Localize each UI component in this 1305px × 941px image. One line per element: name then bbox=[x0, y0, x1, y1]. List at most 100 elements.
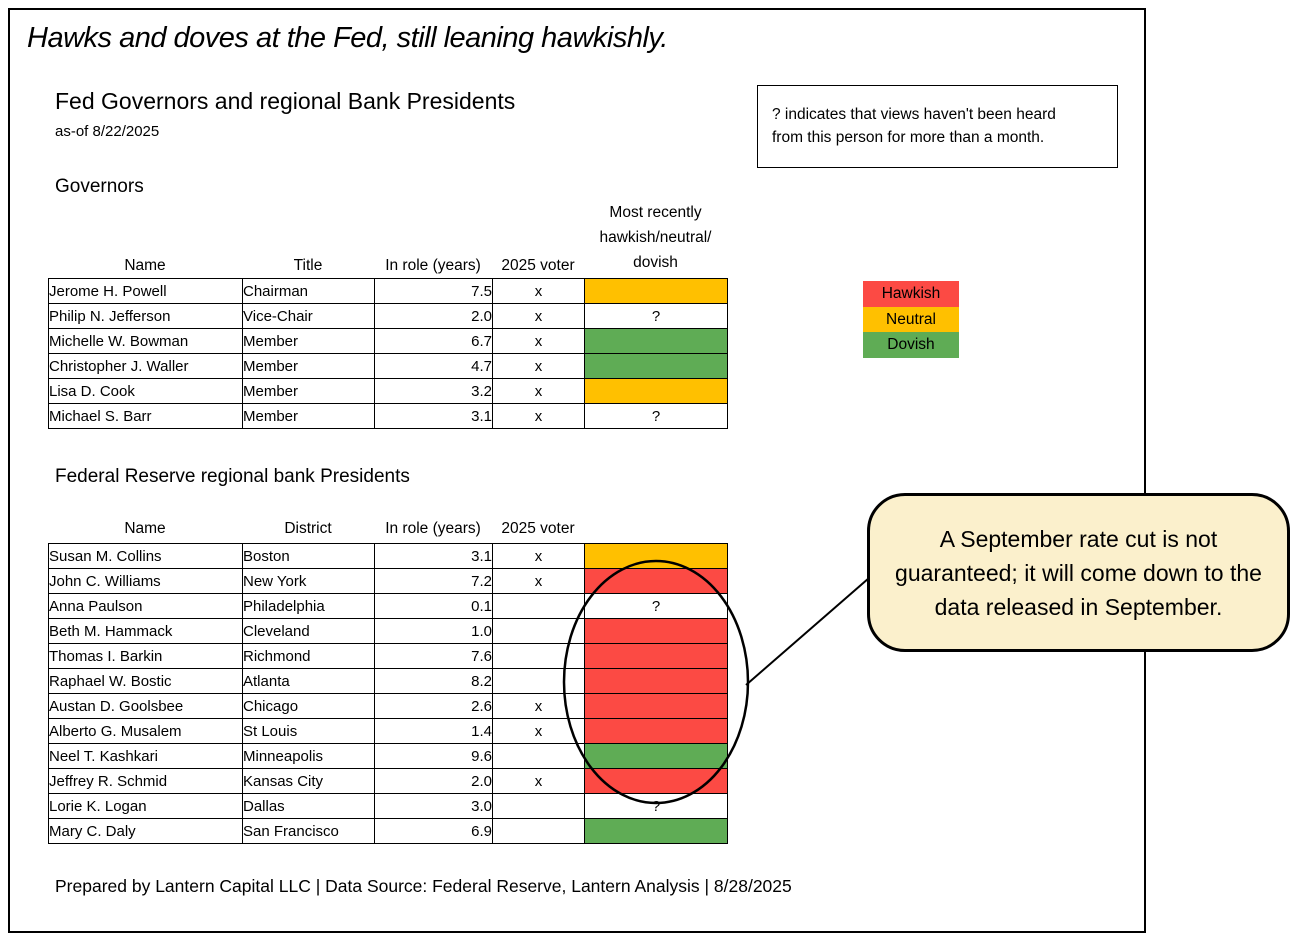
in-role-years: 2.6 bbox=[374, 693, 493, 719]
status-header-line-3: dovish bbox=[633, 254, 678, 271]
in-role-years: 7.6 bbox=[374, 643, 493, 669]
person-title: Member bbox=[242, 378, 375, 404]
voter-mark bbox=[492, 818, 585, 844]
person-name: Lorie K. Logan bbox=[48, 793, 243, 819]
voter-mark bbox=[492, 793, 585, 819]
legend-item-neutral: Neutral bbox=[863, 306, 959, 333]
voter-mark bbox=[492, 743, 585, 769]
voter-mark: x bbox=[492, 328, 585, 354]
in-role-years: 3.1 bbox=[374, 543, 493, 569]
status-cell bbox=[584, 618, 728, 644]
table-row: Austan D. Goolsbee Chicago 2.6 x bbox=[48, 693, 728, 719]
person-name: Neel T. Kashkari bbox=[48, 743, 243, 769]
table-row: Beth M. Hammack Cleveland 1.0 bbox=[48, 618, 728, 644]
table-row: Anna Paulson Philadelphia 0.1 ? bbox=[48, 593, 728, 619]
in-role-years: 3.2 bbox=[374, 378, 493, 404]
district: New York bbox=[242, 568, 375, 594]
voter-mark: x bbox=[492, 303, 585, 329]
voter-mark: x bbox=[492, 543, 585, 569]
presidents-table: Susan M. Collins Boston 3.1 x John C. Wi… bbox=[48, 543, 728, 844]
in-role-years: 2.0 bbox=[374, 303, 493, 329]
in-role-years: 2.0 bbox=[374, 768, 493, 794]
person-name: Jeffrey R. Schmid bbox=[48, 768, 243, 794]
status-cell bbox=[584, 718, 728, 744]
col-header-status: Most recently hawkish/neutral/ dovish bbox=[584, 200, 727, 275]
status-cell bbox=[584, 743, 728, 769]
presidents-table-header: Name District In role (years) 2025 voter bbox=[48, 519, 727, 538]
person-name: Philip N. Jefferson bbox=[48, 303, 243, 329]
district: Chicago bbox=[242, 693, 375, 719]
governors-table: Jerome H. Powell Chairman 7.5 x Philip N… bbox=[48, 278, 728, 429]
col-header-voter: 2025 voter bbox=[501, 257, 575, 274]
voter-mark: x bbox=[492, 278, 585, 304]
legend-item-dovish: Dovish bbox=[863, 332, 959, 359]
callout-text: A September rate cut is not guaranteed; … bbox=[895, 525, 1262, 620]
status-cell bbox=[584, 693, 728, 719]
footer-text: Prepared by Lantern Capital LLC | Data S… bbox=[55, 876, 792, 896]
in-role-years: 3.1 bbox=[374, 403, 493, 429]
person-name: Christopher J. Waller bbox=[48, 353, 243, 379]
status-cell bbox=[584, 543, 728, 569]
in-role-years: 0.1 bbox=[374, 593, 493, 619]
person-name: Austan D. Goolsbee bbox=[48, 693, 243, 719]
district: Minneapolis bbox=[242, 743, 375, 769]
status-cell: ? bbox=[584, 303, 728, 329]
voter-mark: x bbox=[492, 403, 585, 429]
status-cell bbox=[584, 668, 728, 694]
table-row: Jeffrey R. Schmid Kansas City 2.0 x bbox=[48, 768, 728, 794]
note-box: ? indicates that views haven't been hear… bbox=[757, 85, 1118, 168]
table-row: Philip N. Jefferson Vice-Chair 2.0 x ? bbox=[48, 303, 728, 329]
in-role-years: 1.0 bbox=[374, 618, 493, 644]
callout-bubble: A September rate cut is not guaranteed; … bbox=[867, 493, 1290, 652]
legend: Hawkish Neutral Dovish bbox=[863, 281, 959, 359]
status-cell bbox=[584, 768, 728, 794]
district: Dallas bbox=[242, 793, 375, 819]
district: Philadelphia bbox=[242, 593, 375, 619]
col-header-in-role: In role (years) bbox=[385, 257, 481, 274]
table-row: John C. Williams New York 7.2 x bbox=[48, 568, 728, 594]
status-header-line-1: Most recently bbox=[609, 204, 702, 221]
note-line-1: ? indicates that views haven't been hear… bbox=[772, 106, 1056, 123]
legend-item-hawkish: Hawkish bbox=[863, 281, 959, 307]
district: Richmond bbox=[242, 643, 375, 669]
voter-mark: x bbox=[492, 568, 585, 594]
status-cell bbox=[584, 643, 728, 669]
status-header-line-2: hawkish/neutral/ bbox=[599, 229, 712, 246]
status-cell bbox=[584, 328, 728, 354]
voter-mark bbox=[492, 593, 585, 619]
in-role-years: 8.2 bbox=[374, 668, 493, 694]
governors-section-label: Governors bbox=[55, 176, 144, 197]
in-role-years: 7.2 bbox=[374, 568, 493, 594]
as-of-date: as-of 8/22/2025 bbox=[55, 123, 160, 140]
note-line-2: from this person for more than a month. bbox=[772, 129, 1045, 146]
person-title: Member bbox=[242, 403, 375, 429]
table-row: Susan M. Collins Boston 3.1 x bbox=[48, 543, 728, 569]
person-name: Jerome H. Powell bbox=[48, 278, 243, 304]
presidents-section-label: Federal Reserve regional bank Presidents bbox=[55, 466, 410, 487]
table-row: Alberto G. Musalem St Louis 1.4 x bbox=[48, 718, 728, 744]
in-role-years: 1.4 bbox=[374, 718, 493, 744]
voter-mark: x bbox=[492, 693, 585, 719]
col-header-name: Name bbox=[124, 520, 166, 537]
voter-mark bbox=[492, 643, 585, 669]
table-row: Thomas I. Barkin Richmond 7.6 bbox=[48, 643, 728, 669]
person-name: Anna Paulson bbox=[48, 593, 243, 619]
status-cell bbox=[584, 568, 728, 594]
voter-mark: x bbox=[492, 353, 585, 379]
district: St Louis bbox=[242, 718, 375, 744]
person-title: Vice-Chair bbox=[242, 303, 375, 329]
status-cell: ? bbox=[584, 593, 728, 619]
person-name: Raphael W. Bostic bbox=[48, 668, 243, 694]
table-row: Neel T. Kashkari Minneapolis 9.6 bbox=[48, 743, 728, 769]
voter-mark bbox=[492, 668, 585, 694]
status-cell: ? bbox=[584, 793, 728, 819]
person-name: Michael S. Barr bbox=[48, 403, 243, 429]
page-title: Hawks and doves at the Fed, still leanin… bbox=[27, 22, 668, 54]
district: Kansas City bbox=[242, 768, 375, 794]
person-name: Michelle W. Bowman bbox=[48, 328, 243, 354]
status-cell bbox=[584, 353, 728, 379]
table-row: Jerome H. Powell Chairman 7.5 x bbox=[48, 278, 728, 304]
col-header-name: Name bbox=[124, 257, 166, 274]
voter-mark: x bbox=[492, 378, 585, 404]
